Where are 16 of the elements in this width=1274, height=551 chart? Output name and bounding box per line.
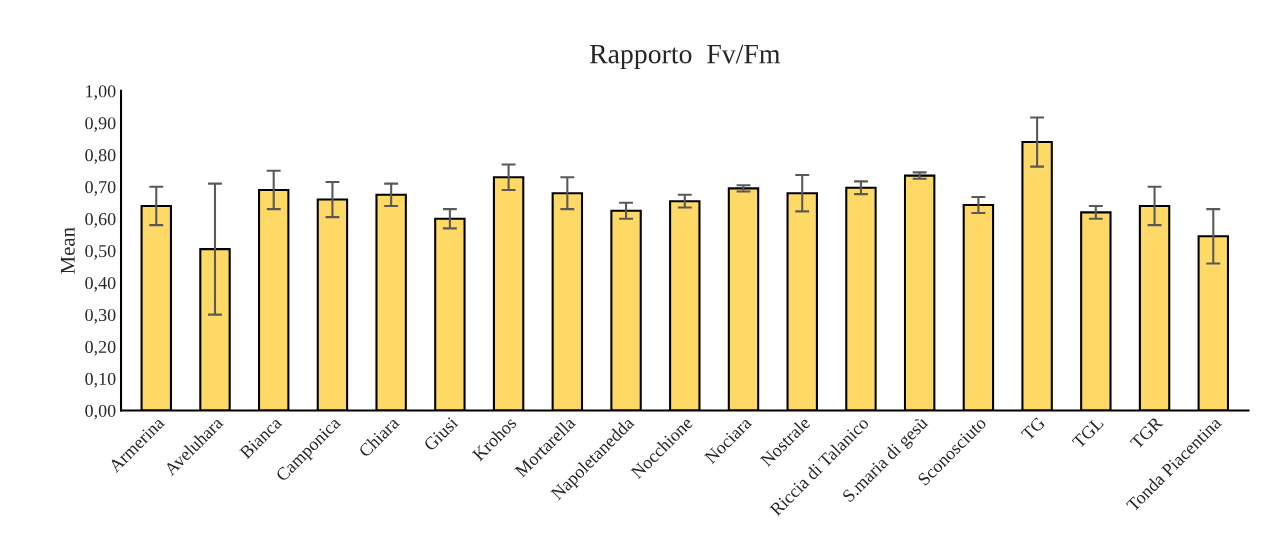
x-tick-label: TGL bbox=[1071, 416, 1105, 449]
y-tick-label: 0,30 bbox=[85, 308, 116, 324]
chart-title: Rapporto Fv/Fm bbox=[589, 44, 781, 70]
y-tick-label: 0,90 bbox=[85, 117, 116, 132]
y-tick-label: 0,70 bbox=[85, 181, 116, 196]
y-tick-label: 0,40 bbox=[85, 276, 116, 292]
y-tick-label: 0,00 bbox=[85, 404, 116, 420]
y-tick-label: 0,10 bbox=[85, 372, 116, 388]
y-tick-label: 0,60 bbox=[85, 213, 116, 228]
y-tick-label: 0,20 bbox=[85, 340, 116, 356]
y-tick-label: 0,50 bbox=[85, 244, 116, 260]
x-tick-label: TG bbox=[1020, 416, 1046, 442]
y-axis-title: Mean bbox=[60, 227, 75, 274]
y-tick-label: 1,00 bbox=[86, 85, 116, 100]
x-tick-label: TGR bbox=[1129, 415, 1164, 450]
y-tick-label: 0,80 bbox=[85, 149, 116, 164]
